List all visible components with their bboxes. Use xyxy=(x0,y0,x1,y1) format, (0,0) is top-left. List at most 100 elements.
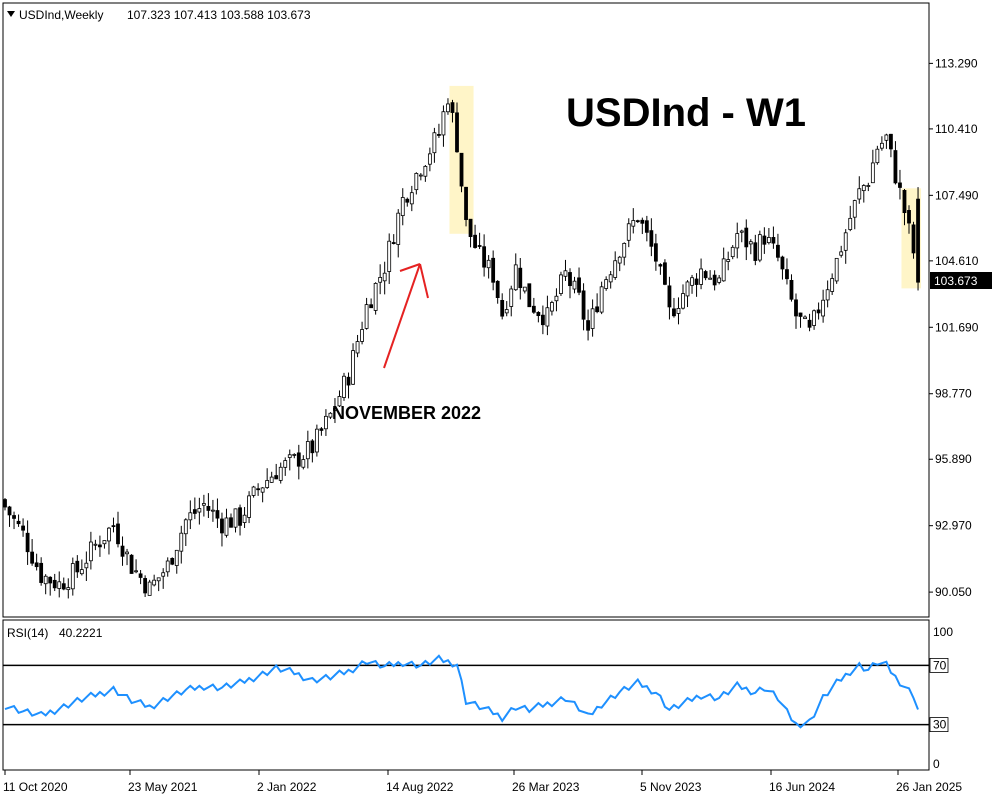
time-tick-label: 11 Oct 2020 xyxy=(3,780,68,794)
candle xyxy=(179,525,184,564)
candle xyxy=(192,497,197,520)
candle xyxy=(7,505,12,527)
candle xyxy=(518,258,523,300)
candle xyxy=(387,233,392,284)
candle xyxy=(843,229,848,264)
candle xyxy=(125,548,129,566)
candle xyxy=(916,187,920,291)
candle xyxy=(324,409,328,436)
candle xyxy=(509,285,514,317)
candle xyxy=(676,297,681,325)
rsi-level-tag xyxy=(929,658,949,673)
candle xyxy=(21,518,25,537)
candle xyxy=(156,577,161,592)
candle xyxy=(382,261,387,295)
candle xyxy=(405,197,410,207)
candle xyxy=(274,463,279,480)
candle xyxy=(504,301,509,317)
candle xyxy=(66,578,71,599)
candle xyxy=(138,570,143,585)
candle xyxy=(545,295,550,336)
candle xyxy=(432,127,437,163)
candle xyxy=(911,221,916,259)
time-tick-label: 26 Jan 2025 xyxy=(896,780,962,794)
candle xyxy=(143,575,148,597)
symbol-watermark: USDInd - W1 xyxy=(566,91,806,135)
candle xyxy=(644,215,649,242)
candle xyxy=(785,258,789,285)
candle xyxy=(861,184,866,203)
candle xyxy=(269,471,274,483)
candle xyxy=(319,427,324,436)
candle xyxy=(446,98,450,115)
dropdown-triangle-icon[interactable] xyxy=(7,11,15,17)
candle xyxy=(396,209,401,258)
price-tick-label: 92.970 xyxy=(935,519,972,533)
candle xyxy=(342,372,346,401)
candle xyxy=(631,208,636,234)
candle xyxy=(111,517,116,533)
rsi-value: 40.2221 xyxy=(59,626,103,640)
candle xyxy=(88,531,93,570)
candle xyxy=(229,513,233,528)
candle xyxy=(825,280,830,308)
candle xyxy=(870,149,875,184)
candle xyxy=(211,499,215,522)
candle xyxy=(889,133,893,158)
candle xyxy=(459,152,464,193)
candle xyxy=(373,282,378,315)
candle xyxy=(93,539,98,551)
candle xyxy=(681,284,685,310)
candle xyxy=(455,102,459,153)
candle xyxy=(640,217,645,235)
candle xyxy=(450,99,455,123)
candle xyxy=(830,273,835,295)
candle xyxy=(572,276,577,294)
candle xyxy=(866,182,871,192)
candle xyxy=(726,251,731,271)
candle xyxy=(902,189,907,226)
candle xyxy=(599,281,604,315)
candle xyxy=(821,289,826,323)
candle xyxy=(378,264,383,295)
rsi-level-tag xyxy=(929,717,949,732)
candle xyxy=(744,219,749,261)
candle xyxy=(513,253,518,291)
candle xyxy=(165,557,170,577)
candle xyxy=(730,245,735,260)
candle xyxy=(161,568,166,589)
price-axis: 113.290 110.410 107.490 104.610 101.690 98.77… xyxy=(929,56,979,599)
candle xyxy=(220,512,224,547)
candle xyxy=(206,493,211,519)
candle xyxy=(748,239,753,255)
candle xyxy=(776,233,780,262)
candle xyxy=(550,300,554,316)
candle xyxy=(907,205,911,234)
candle xyxy=(423,164,428,182)
candle xyxy=(739,229,744,243)
candle xyxy=(893,141,898,185)
candle xyxy=(409,185,414,212)
price-tick-label: 101.690 xyxy=(935,320,979,334)
candle xyxy=(414,172,419,195)
candle xyxy=(337,390,342,408)
time-tick-label: 16 Jun 2024 xyxy=(769,780,835,794)
candle xyxy=(75,555,80,578)
candle xyxy=(477,232,482,250)
rsi-panel[interactable] xyxy=(2,619,930,771)
candle xyxy=(369,298,374,309)
candle xyxy=(238,504,242,536)
candle xyxy=(672,297,676,318)
time-tick-label: 26 Mar 2023 xyxy=(512,780,580,794)
candle xyxy=(663,259,667,286)
symbol-label: USDInd,Weekly xyxy=(19,8,103,22)
candle xyxy=(278,462,283,484)
rsi-line xyxy=(4,654,919,729)
candle xyxy=(780,255,785,280)
candle xyxy=(586,309,590,341)
candle xyxy=(757,230,762,263)
candle xyxy=(694,273,699,297)
candle xyxy=(608,271,613,289)
